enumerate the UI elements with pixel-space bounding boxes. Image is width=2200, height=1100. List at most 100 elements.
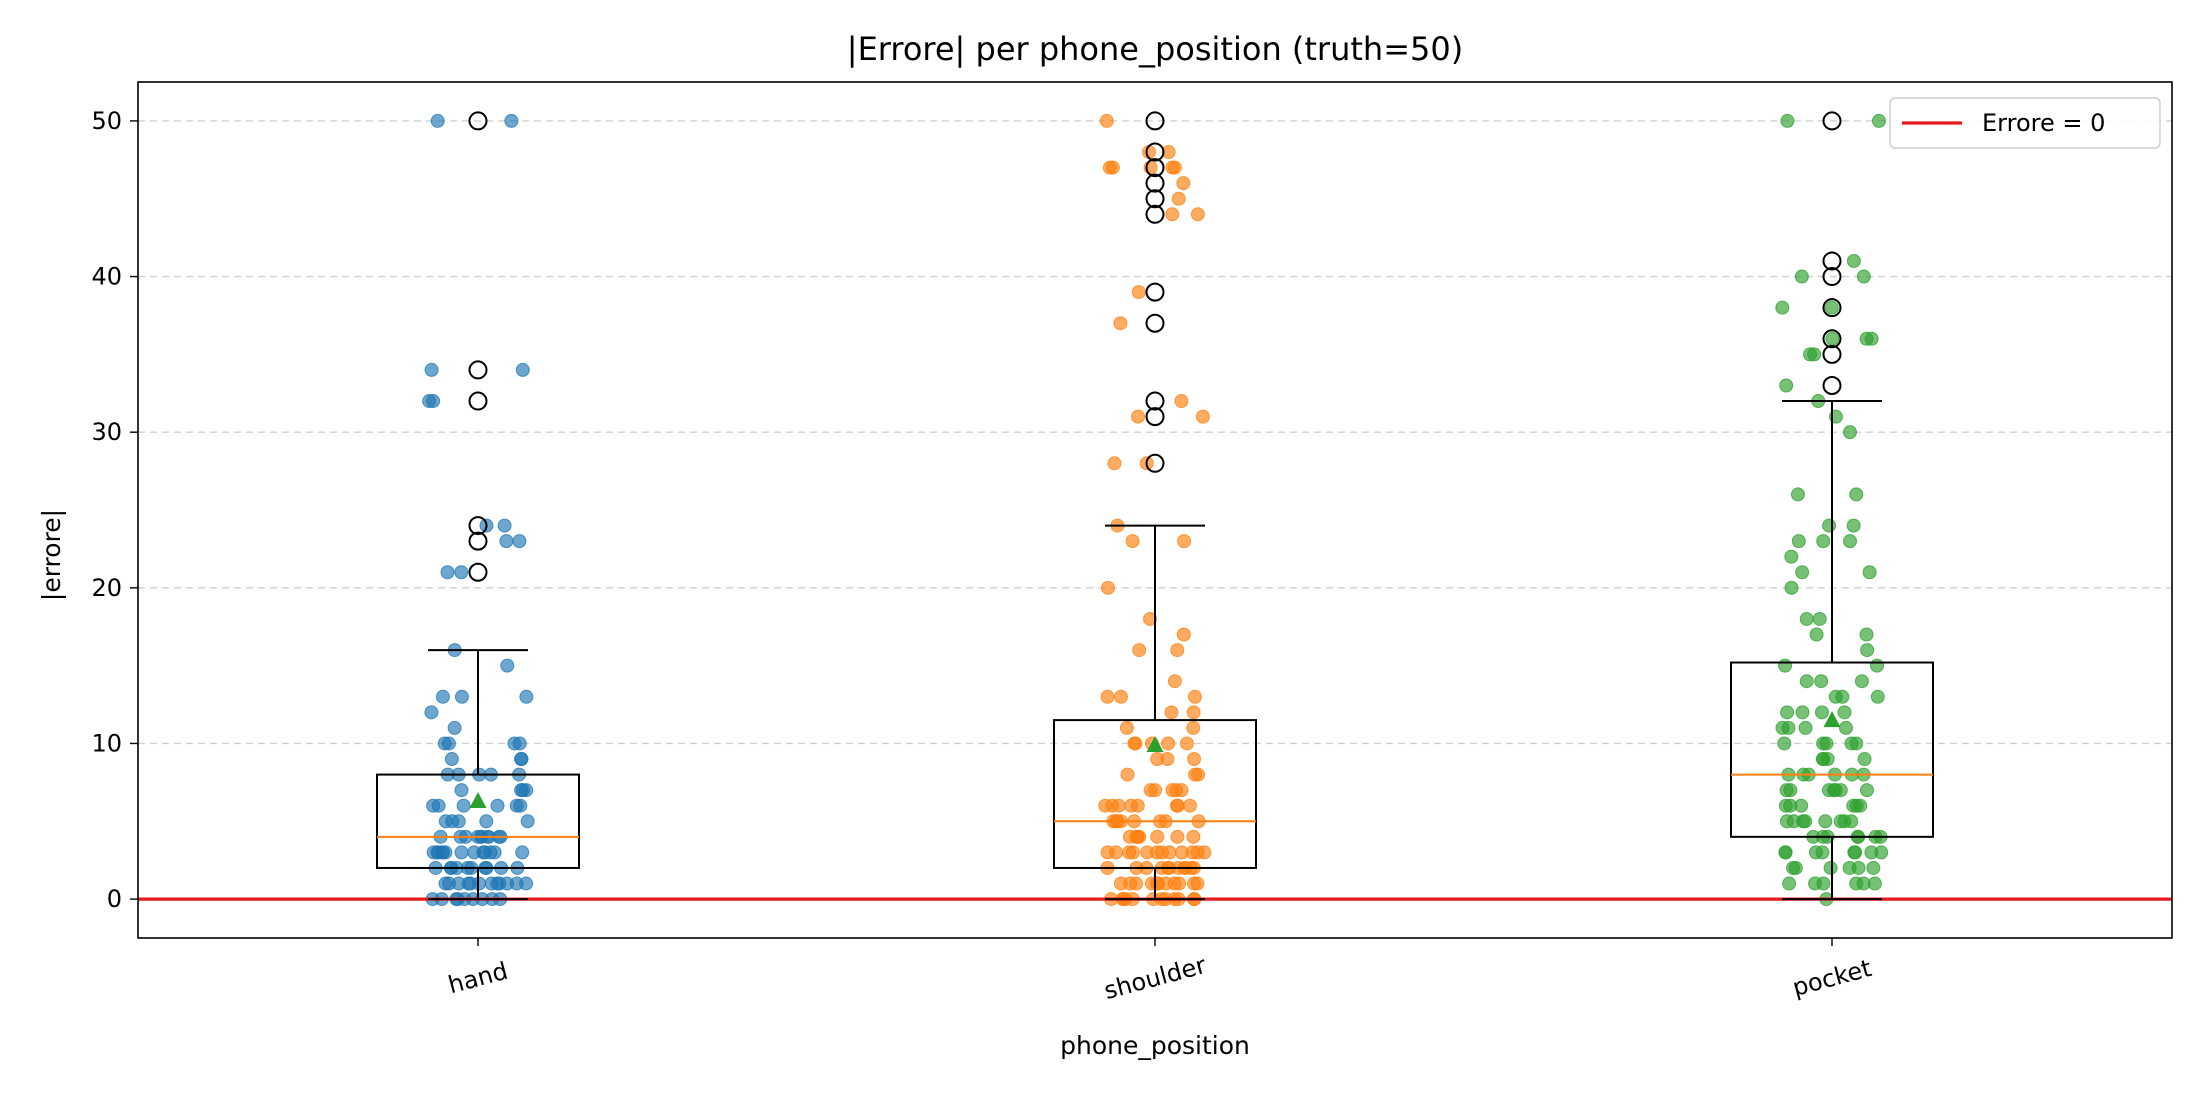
data-point <box>509 798 524 813</box>
data-point <box>1171 191 1186 206</box>
data-point <box>1174 394 1189 409</box>
data-point <box>1814 705 1829 720</box>
legend-box <box>1889 97 2161 149</box>
data-point <box>1187 752 1202 767</box>
data-point <box>1859 783 1874 798</box>
data-point <box>500 876 515 891</box>
data-point <box>1131 285 1146 300</box>
data-point <box>1818 814 1833 829</box>
data-point <box>1846 253 1861 268</box>
data-point <box>512 736 527 751</box>
data-point <box>512 534 527 549</box>
data-point <box>1132 829 1147 844</box>
data-point <box>1167 160 1182 175</box>
data-point <box>1784 580 1799 595</box>
data-point <box>1871 113 1886 128</box>
data-point <box>1113 316 1128 331</box>
data-point <box>1795 565 1810 580</box>
data-point <box>1849 736 1864 751</box>
data-point <box>1127 736 1142 751</box>
data-point <box>1838 720 1853 735</box>
data-point <box>438 814 453 829</box>
data-point <box>451 876 466 891</box>
data-point <box>1122 845 1137 860</box>
data-point <box>1132 643 1147 658</box>
data-point <box>1816 876 1831 891</box>
data-point <box>1849 487 1864 502</box>
data-point <box>1859 331 1874 346</box>
data-point <box>1791 534 1806 549</box>
data-point <box>504 113 519 128</box>
data-point <box>1823 860 1838 875</box>
data-point <box>499 534 514 549</box>
data-point <box>1844 814 1859 829</box>
data-point <box>454 845 469 860</box>
data-point <box>1170 798 1185 813</box>
y-tick-label: 0 <box>107 885 122 913</box>
x-axis-label: phone_position <box>1060 1031 1250 1060</box>
data-point <box>520 814 535 829</box>
data-point <box>1102 160 1117 175</box>
data-point <box>514 783 529 798</box>
outlier-marker <box>468 562 488 582</box>
data-point <box>1143 783 1158 798</box>
data-point <box>1799 674 1814 689</box>
data-point <box>456 798 471 813</box>
data-point <box>1124 798 1139 813</box>
outlier-marker <box>1145 111 1165 131</box>
outlier-marker <box>1145 189 1165 209</box>
data-point <box>435 689 450 704</box>
data-point <box>1179 736 1194 751</box>
data-point <box>1784 549 1799 564</box>
chart-title: |Errore| per phone_position (truth=50) <box>847 30 1463 68</box>
data-point <box>1824 300 1839 315</box>
data-point <box>1816 534 1831 549</box>
data-point <box>1188 767 1203 782</box>
outlier-marker <box>1145 313 1165 333</box>
data-point <box>1183 798 1198 813</box>
data-point <box>441 736 456 751</box>
data-point <box>1809 627 1824 642</box>
outlier-marker <box>1145 407 1165 427</box>
data-point <box>1155 845 1170 860</box>
data-point <box>1190 876 1205 891</box>
outlier-marker <box>1822 375 1842 395</box>
data-point <box>1783 798 1798 813</box>
data-point <box>1775 300 1790 315</box>
data-point <box>447 720 462 735</box>
data-point <box>1177 534 1192 549</box>
data-point <box>1848 845 1863 860</box>
data-point <box>454 689 469 704</box>
outlier-marker <box>468 111 488 131</box>
data-point <box>1857 752 1872 767</box>
data-point <box>1160 752 1175 767</box>
data-point <box>1835 689 1850 704</box>
data-point <box>454 565 469 580</box>
box-plots <box>138 111 2172 901</box>
outlier-marker <box>1145 204 1165 224</box>
outlier-marker <box>468 391 488 411</box>
data-point <box>1779 378 1794 393</box>
mean-marker <box>1146 736 1164 753</box>
data-point <box>1780 113 1795 128</box>
data-point <box>1778 658 1793 673</box>
data-point <box>479 814 494 829</box>
data-point <box>431 798 446 813</box>
y-axis-label: |errore| <box>37 509 66 601</box>
data-point <box>1165 207 1180 222</box>
data-point <box>515 845 530 860</box>
data-point <box>1167 674 1182 689</box>
data-point <box>426 394 441 409</box>
data-point <box>1105 798 1120 813</box>
data-point <box>1778 845 1793 860</box>
data-point <box>1846 798 1861 813</box>
data-point <box>1795 705 1810 720</box>
data-point <box>1843 425 1858 440</box>
outlier-marker <box>1822 298 1842 318</box>
data-point <box>1777 736 1792 751</box>
outlier-marker <box>1145 173 1165 193</box>
data-point <box>1119 720 1134 735</box>
mean-marker <box>469 792 487 809</box>
outlier-marker <box>1145 391 1165 411</box>
